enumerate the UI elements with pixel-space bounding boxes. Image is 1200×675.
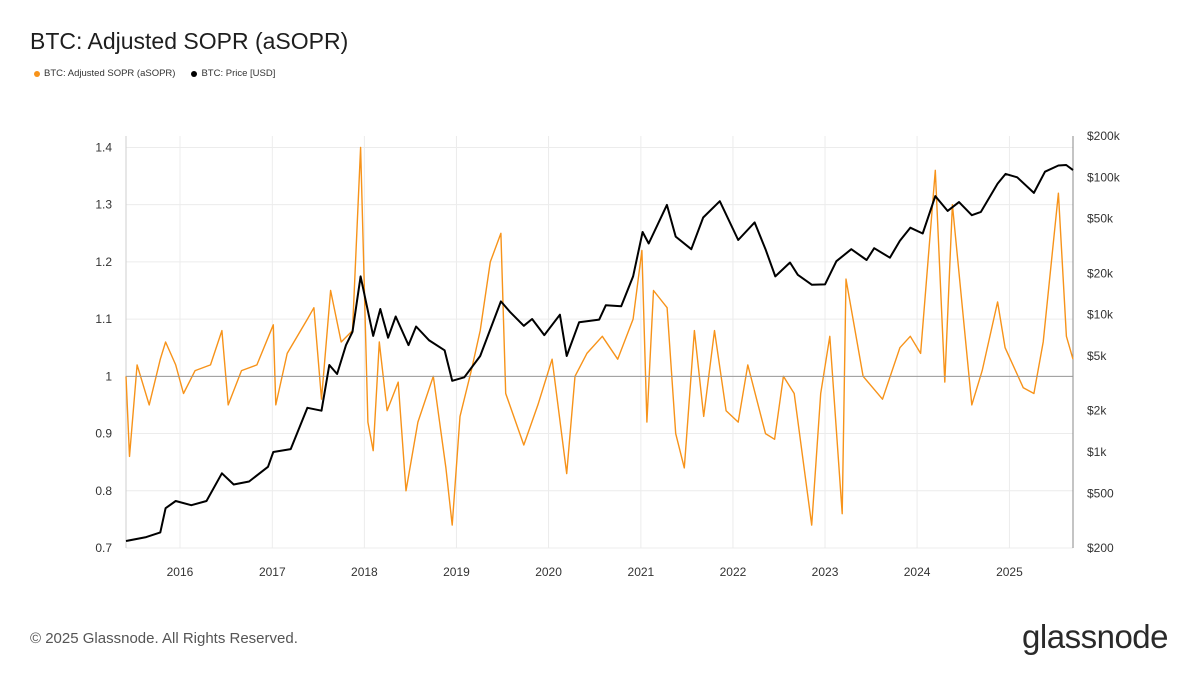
y-left-tick-label: 0.9 (95, 427, 112, 441)
y-right-tick-label: $200k (1087, 129, 1121, 143)
copyright-text: © 2025 Glassnode. All Rights Reserved. (30, 630, 298, 647)
y-left-tick-label: 1.4 (95, 140, 112, 154)
legend-item-sopr[interactable]: BTC: Adjusted SOPR (aSOPR) (34, 68, 175, 79)
x-tick-label: 2021 (628, 565, 655, 579)
sopr-series-line (125, 146, 1074, 526)
y-left-tick-label: 1 (105, 369, 112, 383)
x-tick-label: 2023 (812, 565, 839, 579)
y-left-tick-label: 1.1 (95, 312, 112, 326)
y-left-tick-label: 0.7 (95, 541, 112, 555)
y-left-tick-label: 1.2 (95, 255, 112, 269)
y-right-tick-label: $100k (1087, 170, 1121, 184)
y-left-tick-label: 0.8 (95, 484, 112, 498)
y-right-tick-label: $200 (1087, 541, 1114, 555)
legend-item-price[interactable]: BTC: Price [USD] (191, 68, 275, 79)
x-tick-label: 2017 (259, 565, 286, 579)
x-tick-label: 2024 (904, 565, 931, 579)
y-right-tick-label: $2k (1087, 404, 1107, 418)
x-tick-label: 2016 (167, 565, 194, 579)
x-tick-label: 2022 (720, 565, 747, 579)
price-series-line (125, 164, 1074, 542)
legend-swatch-price (191, 70, 198, 77)
x-tick-label: 2020 (535, 565, 562, 579)
y-right-tick-label: $20k (1087, 266, 1114, 280)
x-tick-label: 2018 (351, 565, 378, 579)
legend-swatch-sopr (34, 70, 40, 77)
y-right-tick-label: $10k (1087, 308, 1114, 322)
x-tick-label: 2019 (443, 565, 470, 579)
chart-legend: BTC: Adjusted SOPR (aSOPR) BTC: Price [U… (34, 68, 275, 79)
y-right-tick-label: $500 (1087, 486, 1114, 500)
legend-label-price: BTC: Price [USD] (201, 68, 276, 79)
chart-title: BTC: Adjusted SOPR (aSOPR) (30, 28, 349, 54)
y-right-tick-label: $1k (1087, 445, 1107, 459)
y-left-tick-label: 1.3 (95, 198, 112, 212)
glassnode-logo: glassnode (1022, 618, 1168, 655)
y-right-tick-label: $50k (1087, 212, 1114, 226)
x-tick-label: 2025 (996, 565, 1023, 579)
y-right-tick-label: $5k (1087, 349, 1107, 363)
legend-label-sopr: BTC: Adjusted SOPR (aSOPR) (44, 68, 176, 79)
